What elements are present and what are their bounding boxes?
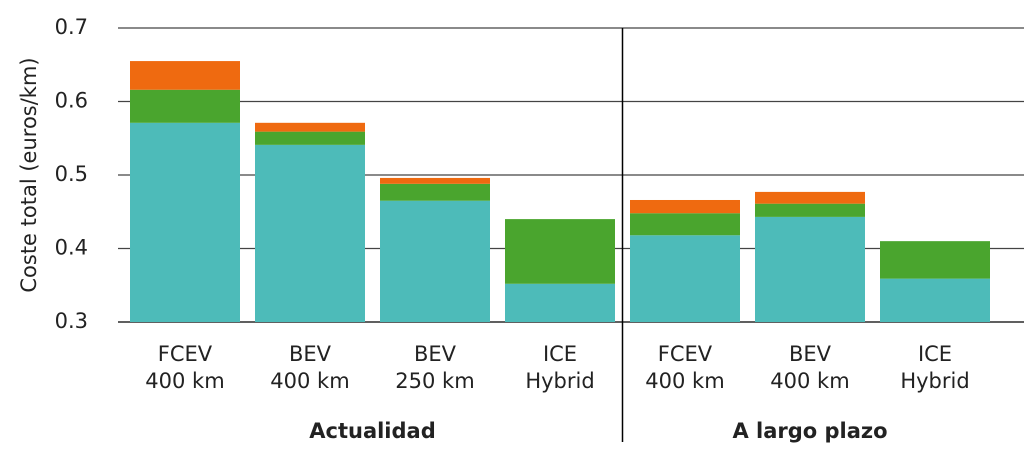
bar-segment (130, 61, 240, 90)
x-tick-label: 400 km (145, 369, 224, 393)
group-label: A largo plazo (732, 419, 887, 443)
bar-segment (880, 241, 990, 279)
y-tick-label: 0.5 (55, 162, 88, 186)
bar-segment (255, 144, 365, 322)
x-tick-label: Hybrid (900, 369, 969, 393)
x-tick-label: 400 km (770, 369, 849, 393)
bar-segment (380, 177, 490, 184)
x-tick-label: 400 km (270, 369, 349, 393)
bar-segment (380, 183, 490, 201)
y-axis-label: Coste total (euros/km) (17, 57, 41, 292)
x-tick-label: 250 km (395, 369, 474, 393)
x-tick-label: BEV (789, 342, 832, 366)
bar-segment (505, 219, 615, 284)
bar-segment (630, 199, 740, 214)
bar-segment (255, 122, 365, 132)
group-label: Actualidad (309, 419, 436, 443)
bar-segment (255, 131, 365, 145)
x-tick-label: BEV (414, 342, 457, 366)
bar-segment (380, 200, 490, 322)
bar-segment (130, 122, 240, 322)
x-tick-label: BEV (289, 342, 332, 366)
bar-segment (755, 216, 865, 322)
x-tick-label: FCEV (658, 342, 713, 366)
y-tick-label: 0.3 (55, 309, 88, 333)
x-tick-label: Hybrid (525, 369, 594, 393)
bar-segment (630, 235, 740, 322)
x-tick-label: ICE (543, 342, 577, 366)
bar-segment (505, 283, 615, 322)
y-tick-label: 0.4 (55, 236, 88, 260)
y-tick-label: 0.7 (55, 15, 88, 39)
x-tick-label: ICE (918, 342, 952, 366)
y-tick-label: 0.6 (55, 89, 88, 113)
bar-segment (880, 278, 990, 322)
x-tick-label: FCEV (158, 342, 213, 366)
x-tick-label: 400 km (645, 369, 724, 393)
bar-segment (630, 213, 740, 236)
bar-segment (130, 89, 240, 123)
bar-segment (755, 191, 865, 204)
bar-segment (755, 203, 865, 217)
